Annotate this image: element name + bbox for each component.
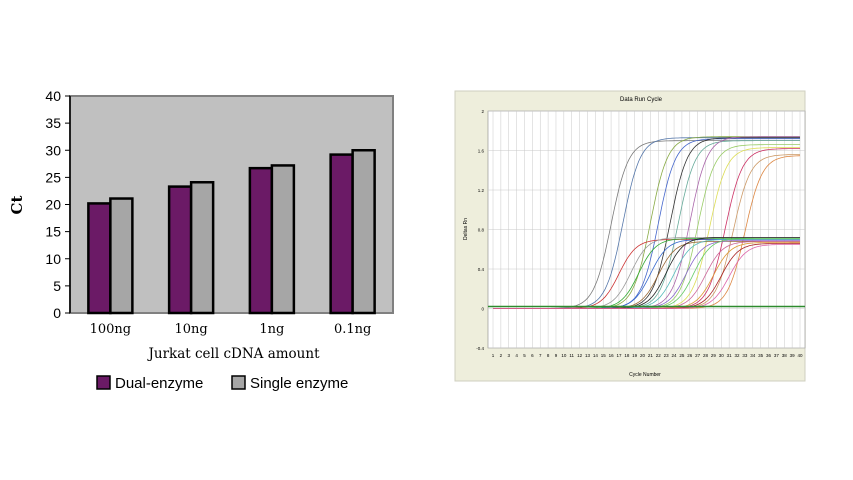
legend: Dual-enzyme Single enzyme — [96, 375, 348, 392]
amp-x-tick-label: 36 — [766, 353, 772, 358]
bar-single — [351, 149, 376, 315]
x-tick-label: 10ng — [175, 322, 208, 337]
y-tick-label: 25 — [45, 169, 61, 185]
amp-x-tick-label: 8 — [547, 353, 550, 358]
amp-x-tick-label: 12 — [577, 353, 583, 358]
x-tick-label: 0.1ng — [334, 322, 371, 337]
amp-x-tick-label: 40 — [797, 353, 803, 358]
amp-x-tick-label: 39 — [790, 353, 796, 358]
amp-x-tick-label: 18 — [624, 353, 630, 358]
amp-x-tick-label: 7 — [539, 353, 542, 358]
amplification-title: Data Run Cycle — [620, 97, 663, 103]
amp-x-tick-label: 6 — [531, 353, 534, 358]
bar-single — [109, 197, 134, 315]
y-tick-label: 20 — [45, 197, 61, 213]
curves — [493, 136, 801, 309]
amp-x-tick-label: 29 — [711, 353, 717, 358]
legend-label-single: Single enzyme — [250, 375, 348, 392]
y-axis-label: Ct — [8, 195, 26, 214]
amp-x-tick-label: 32 — [735, 353, 741, 358]
amp-x-tick-label: 4 — [515, 353, 518, 358]
amp-x-axis-label: Cycle Number — [629, 372, 661, 378]
amp-y-tick-label: 0.4 — [478, 267, 485, 272]
amp-y-tick-label: 1.2 — [478, 188, 485, 193]
amp-y-tick-label: 0.8 — [478, 228, 485, 233]
amp-x-tick-label: 2 — [500, 353, 503, 358]
bar-single — [189, 181, 215, 315]
amp-x-tick-label: 17 — [616, 353, 622, 358]
amp-x-tick-label: 24 — [672, 353, 678, 358]
amp-x-tick-label: 1 — [492, 353, 495, 358]
y-tick-label: 0 — [53, 305, 61, 321]
amp-x-tick-label: 22 — [656, 353, 662, 358]
y-tick-label: 5 — [53, 278, 61, 294]
amp-x-tick-label: 37 — [774, 353, 780, 358]
x-tick-label: 100ng — [90, 322, 132, 337]
amp-x-tick-label: 27 — [695, 353, 701, 358]
amp-x-tick-label: 25 — [679, 353, 685, 358]
amp-y-axis-label: Deltas Rn — [463, 218, 469, 240]
amplification-curve — [493, 243, 800, 309]
amp-x-tick-label: 19 — [632, 353, 638, 358]
bars — [87, 149, 376, 315]
amp-x-tick-label: 14 — [593, 353, 599, 358]
bar-single — [270, 164, 296, 315]
amp-y-tick-label: 1.6 — [478, 149, 485, 154]
amp-x-tick-label: 38 — [782, 353, 788, 358]
amp-x-tick-label: 15 — [601, 353, 607, 358]
amp-x-tick-label: 20 — [640, 353, 646, 358]
amp-x-tick-label: 26 — [687, 353, 693, 358]
amp-x-tick-label: 3 — [507, 353, 510, 358]
y-axis: 0 5 10 15 20 25 30 35 40 — [45, 88, 71, 321]
amp-x-tick-label: 21 — [648, 353, 654, 358]
amp-x-tick-label: 31 — [727, 353, 733, 358]
amp-x-tick-label: 33 — [742, 353, 748, 358]
legend-swatch-dual — [96, 375, 111, 390]
y-tick-label: 30 — [45, 142, 61, 158]
amp-x-tick-label: 28 — [703, 353, 709, 358]
amp-x-tick-label: 16 — [609, 353, 615, 358]
amp-x-axis: 1 2 3 4 5 6 7 8 9 10 11 12 13 14 15 16 17 18 19 20 21 22 23 24 2… — [492, 353, 803, 358]
legend-label-dual: Dual-enzyme — [115, 375, 203, 392]
amp-x-tick-label: 34 — [750, 353, 756, 358]
amp-x-tick-label: 10 — [561, 353, 567, 358]
x-axis: 100ng 10ng 1ng 0.1ng — [90, 322, 372, 337]
amp-x-tick-label: 11 — [569, 353, 574, 358]
y-tick-label: 15 — [45, 224, 61, 240]
amp-y-axis: 2 1.6 1.2 0.8 0.4 0 -0.4 — [476, 109, 484, 351]
amp-x-tick-label: 9 — [555, 353, 558, 358]
amp-y-tick-label: 2 — [481, 109, 484, 114]
amp-x-tick-label: 35 — [758, 353, 764, 358]
y-tick-label: 40 — [45, 88, 61, 104]
x-axis-label: Jurkat cell cDNA amount — [146, 346, 320, 362]
legend-swatch-single — [231, 375, 246, 390]
amp-x-tick-label: 23 — [664, 353, 670, 358]
amp-x-tick-label: 5 — [523, 353, 526, 358]
amp-x-tick-label: 13 — [585, 353, 591, 358]
amp-x-tick-label: 30 — [719, 353, 725, 358]
amp-y-tick-label: 0 — [481, 307, 484, 312]
y-tick-label: 35 — [45, 115, 61, 131]
x-tick-label: 1ng — [259, 322, 284, 337]
y-tick-label: 10 — [45, 251, 61, 267]
amp-y-tick-label: -0.4 — [476, 346, 484, 351]
